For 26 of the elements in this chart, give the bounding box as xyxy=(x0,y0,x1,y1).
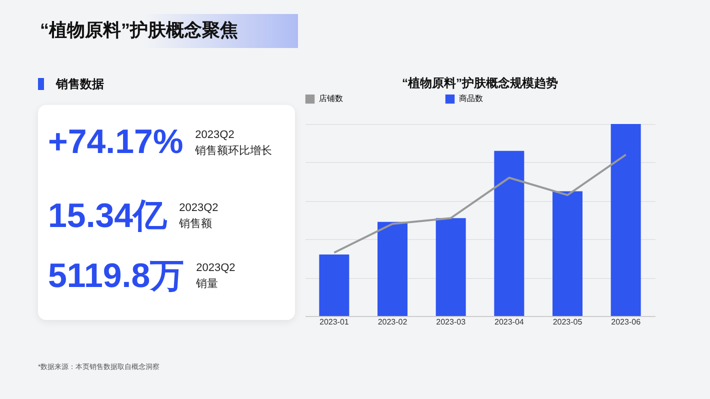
chart-title: “植物原料”护肤概念规模趋势 xyxy=(402,76,558,90)
text: 销量 xyxy=(196,277,220,292)
text: 2023Q2 xyxy=(195,128,236,142)
text: 销售额 xyxy=(179,216,214,232)
x-tick-label: 2023-03 xyxy=(436,318,466,326)
text: +74.17% xyxy=(48,123,184,162)
x-tick-label: 2023-02 xyxy=(378,318,408,326)
bar xyxy=(436,218,466,316)
text: 销售数据 xyxy=(56,77,104,91)
text: 2023Q2 xyxy=(196,261,236,276)
legend-label: 商品数 xyxy=(459,94,483,104)
text: 15.34亿 xyxy=(48,196,168,237)
bar xyxy=(319,254,350,316)
text: 销售额环比增长 xyxy=(195,144,272,158)
text: 2023Q2 xyxy=(179,201,218,216)
x-tick-label: 2023-05 xyxy=(552,318,583,326)
text: 5119.8万 xyxy=(48,256,184,297)
bar xyxy=(552,191,582,316)
x-tick-label: 2023-01 xyxy=(319,318,350,326)
bar xyxy=(494,150,524,316)
x-tick-label: 2023-06 xyxy=(611,318,642,326)
bar xyxy=(610,124,641,316)
legend-label: 店铺数 xyxy=(319,94,343,104)
x-tick-label: 2023-04 xyxy=(494,318,524,326)
text: “植物原料”护肤概念聚焦 xyxy=(40,14,298,48)
bar xyxy=(378,222,408,316)
